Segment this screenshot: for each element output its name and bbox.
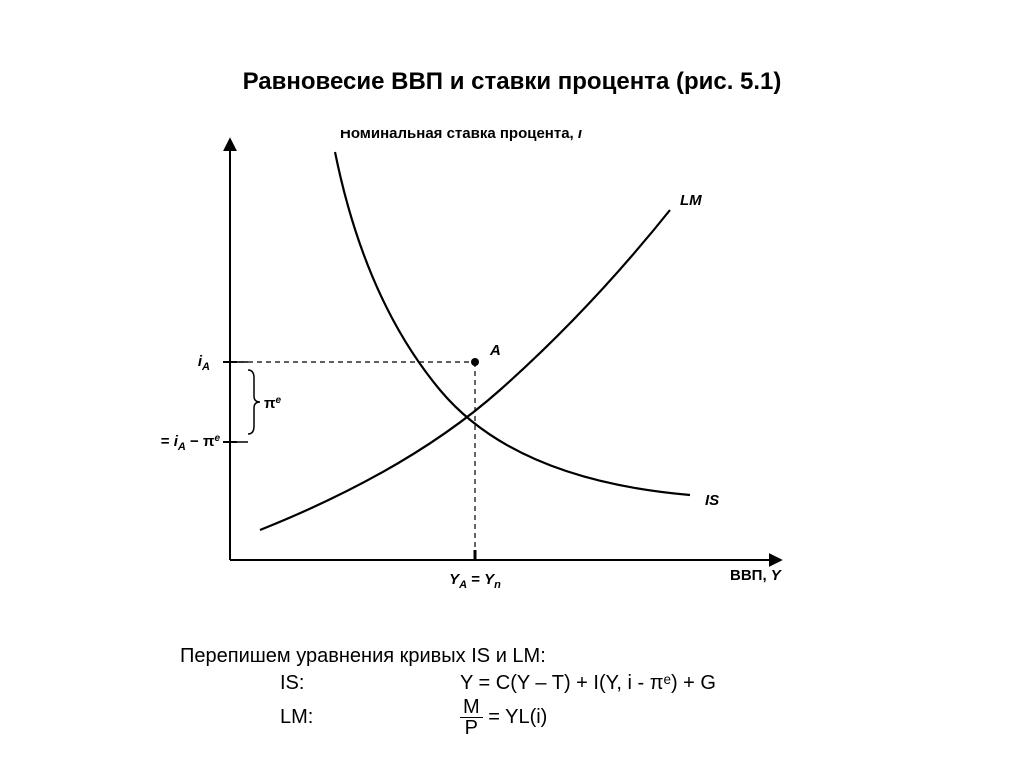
lm-frac-num: M [460, 697, 483, 718]
svg-text:YA = Yn: YA = Yn [449, 571, 501, 591]
svg-text:LM: LM [680, 192, 702, 209]
equations-block: Перепишем уравнения кривых IS и LM: IS: … [180, 645, 880, 740]
svg-text:Номинальная ставка процента, i: Номинальная ставка процента, i [340, 130, 583, 142]
page-title: Равновесие ВВП и ставки процента (рис. 5… [0, 68, 1024, 96]
islm-chart: Номинальная ставка процента, i ВВП, Y IS LM… [160, 130, 820, 630]
is-label: IS: [180, 672, 460, 695]
svg-text:iA: iA [198, 353, 210, 373]
svg-text:IS: IS [705, 492, 719, 509]
equations-intro: Перепишем уравнения кривых IS и LM: [180, 645, 880, 668]
lm-label: LM: [180, 706, 460, 729]
svg-text:rA = iA − πe: rA = iA − πe [160, 433, 220, 453]
is-equation: IS: Y = C(Y – T) + I(Y, i - πᵉ) + G [180, 672, 880, 695]
svg-text:πe: πe [264, 395, 281, 412]
lm-body: M P = YL(i) [460, 697, 880, 738]
lm-equation: LM: M P = YL(i) [180, 697, 880, 738]
svg-text:A: A [489, 342, 501, 359]
svg-text:ВВП, Y: ВВП, Y [730, 567, 783, 584]
lm-frac-den: P [460, 718, 483, 738]
lm-fraction: M P [460, 697, 483, 738]
lm-rest: = YL(i) [483, 706, 548, 728]
is-body: Y = C(Y – T) + I(Y, i - πᵉ) + G [460, 672, 880, 695]
